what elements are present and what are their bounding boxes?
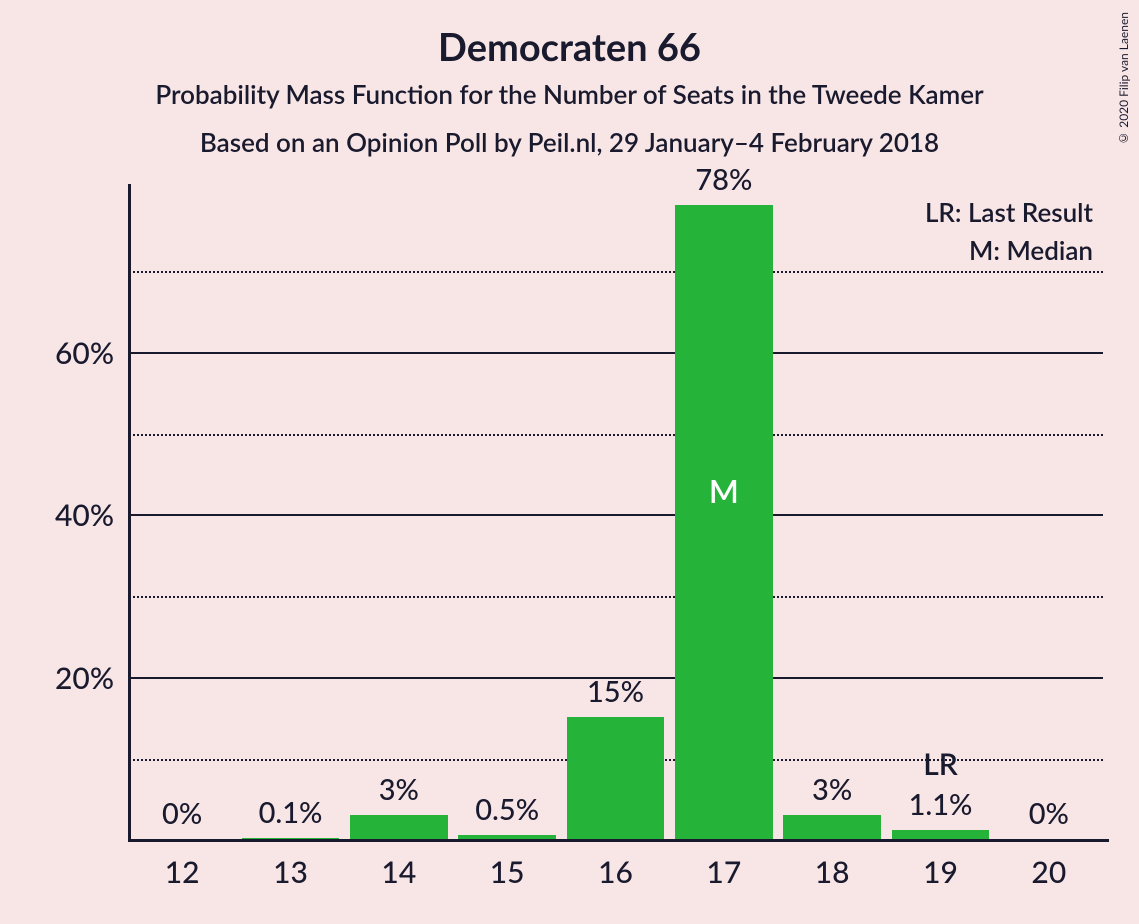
- bar-value-label: 15%: [567, 674, 665, 717]
- legend-median: M: Median: [969, 234, 1093, 266]
- plot-area: 20%40%60%0%120.1%133%140.5%1515%1678%M17…: [128, 190, 1103, 840]
- bar-value-label: 0.5%: [458, 792, 556, 835]
- bar: 1.1%LR: [892, 830, 990, 839]
- x-tick-label: 16: [598, 840, 633, 890]
- x-tick-label: 20: [1031, 840, 1066, 890]
- pmf-chart: Democraten 66 Probability Mass Function …: [0, 0, 1139, 924]
- gridline-minor: [128, 434, 1103, 436]
- bar: 0.1%: [242, 838, 340, 839]
- x-tick-label: 15: [490, 840, 525, 890]
- y-tick-label: 60%: [55, 335, 128, 371]
- bar: 15%: [567, 717, 665, 839]
- copyright-text: © 2020 Filip van Laenen: [1116, 12, 1131, 146]
- chart-title: Democraten 66: [0, 24, 1139, 70]
- gridline-minor: [128, 596, 1103, 598]
- gridline-major: [128, 514, 1103, 516]
- bar-value-label: 3%: [783, 772, 881, 815]
- bar-value-label: 78%: [675, 162, 773, 205]
- bar: 78%M: [675, 205, 773, 839]
- x-tick-label: 12: [165, 840, 200, 890]
- chart-subtitle-1: Probability Mass Function for the Number…: [0, 78, 1139, 110]
- bar: 0.5%: [458, 835, 556, 839]
- x-tick-label: 14: [381, 840, 416, 890]
- bar-value-label: 0%: [133, 796, 231, 839]
- median-marker: M: [675, 471, 773, 510]
- x-tick-label: 18: [815, 840, 850, 890]
- chart-subtitle-2: Based on an Opinion Poll by Peil.nl, 29 …: [0, 126, 1139, 158]
- x-tick-label: 19: [923, 840, 958, 890]
- bar-value-label: 0%: [1000, 796, 1098, 839]
- bar: 3%: [783, 815, 881, 839]
- gridline-major: [128, 352, 1103, 354]
- y-axis: [128, 184, 131, 840]
- x-tick-label: 13: [273, 840, 308, 890]
- bar: 3%: [350, 815, 448, 839]
- bar-value-label: 3%: [350, 772, 448, 815]
- x-tick-label: 17: [706, 840, 741, 890]
- gridline-minor: [128, 271, 1103, 273]
- y-tick-label: 40%: [55, 497, 128, 533]
- y-tick-label: 20%: [55, 660, 128, 696]
- bar-value-label: 0.1%: [242, 795, 340, 838]
- legend-last-result: LR: Last Result: [925, 196, 1093, 228]
- last-result-marker: LR: [892, 746, 990, 830]
